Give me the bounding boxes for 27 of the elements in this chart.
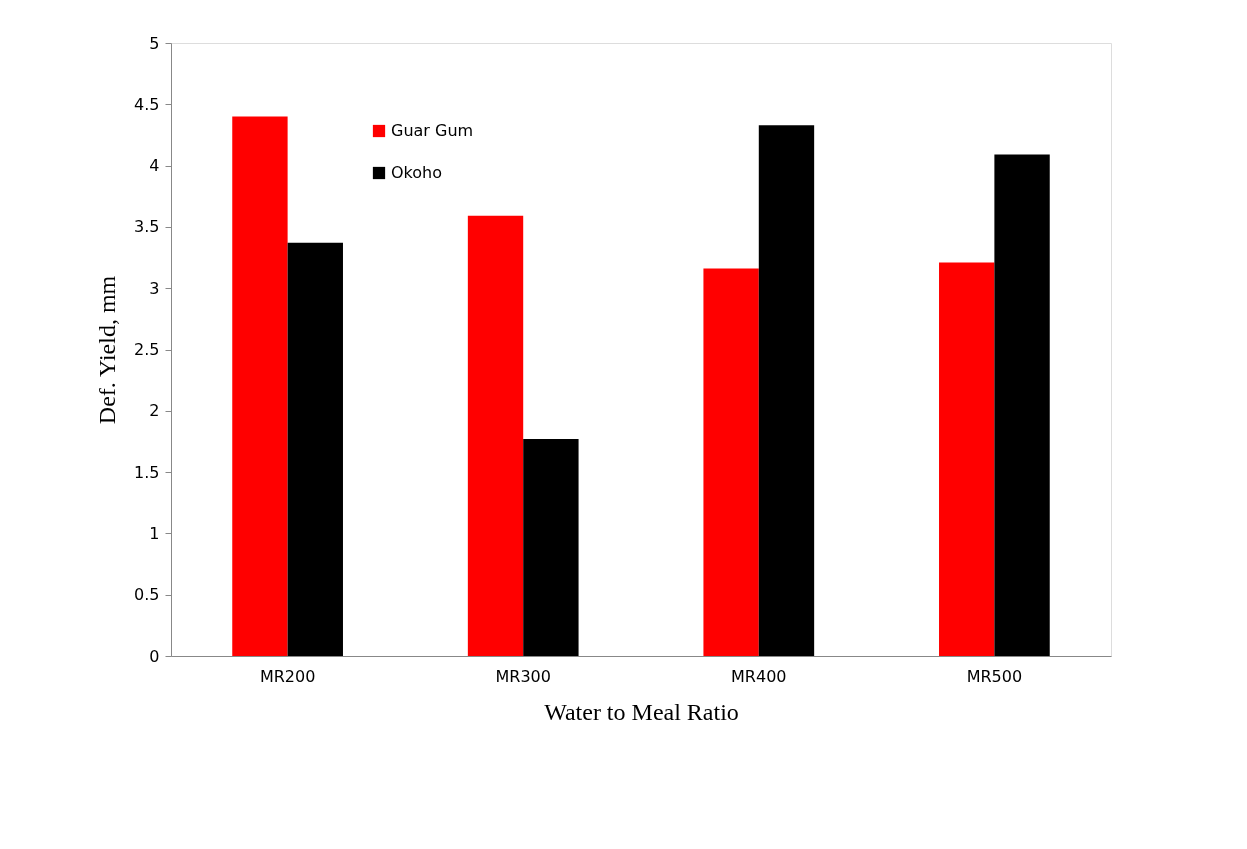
y-tick-label: 3.5 [134,217,160,237]
y-tick-label: 4.5 [134,94,160,114]
bar [994,154,1050,656]
x-tick-label: MR500 [966,666,1023,686]
y-tick-label: 3 [149,278,160,298]
x-axis-title: Water to Meal Ratio [544,698,739,725]
legend-label: Okoho [391,163,443,182]
x-tick-label: MR200 [259,666,316,686]
bar [703,268,759,656]
bar [467,215,524,656]
y-tick-label: 1.5 [134,462,160,482]
y-tick-label: 5 [149,33,160,53]
y-tick-label: 0.5 [134,585,160,605]
y-tick-label: 0 [149,646,160,666]
bar [287,242,343,656]
y-tick-label: 4 [149,156,160,176]
bar [758,125,815,656]
y-tick-label: 2.5 [134,340,160,359]
legend-label: Guar Gum [391,121,474,140]
bar [523,439,579,656]
y-tick-label: 2 [149,401,160,421]
bar [939,262,995,656]
y-axis-title: Def. Yield, mm [94,275,121,425]
bar [232,116,288,656]
x-tick-label: MR300 [495,666,551,686]
y-tick-label: 1 [149,523,160,543]
x-tick-label: MR400 [731,666,787,686]
